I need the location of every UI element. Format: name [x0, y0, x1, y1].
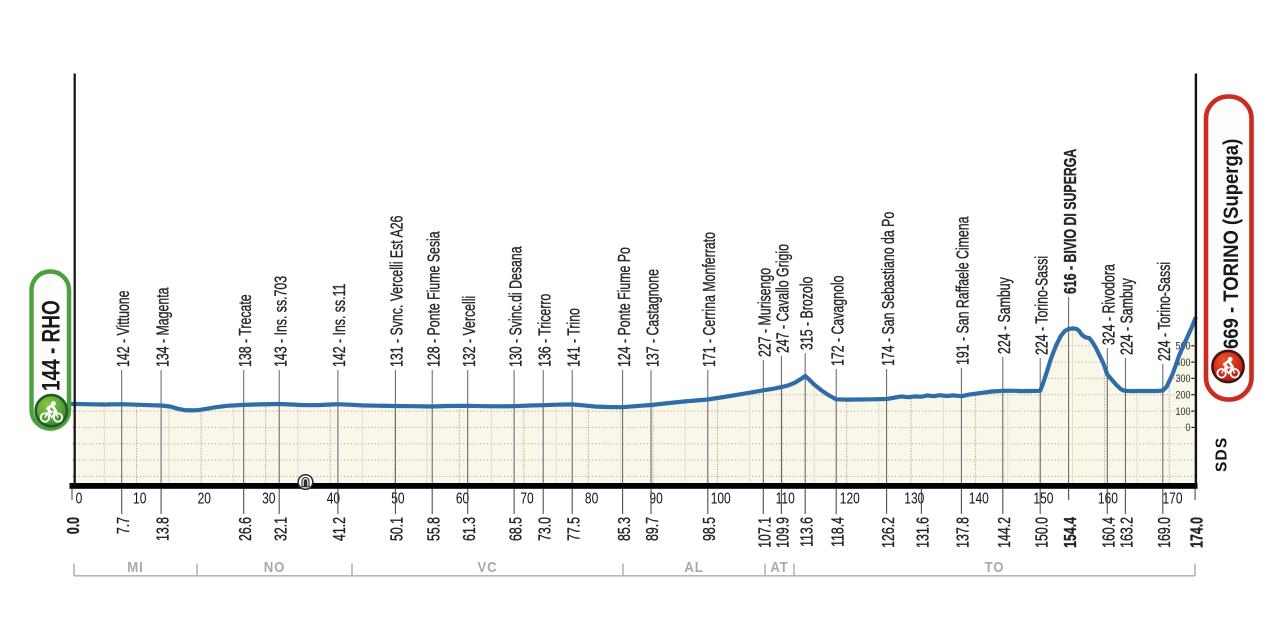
svg-text:0: 0 [76, 489, 83, 507]
svg-text:113.6: 113.6 [797, 517, 817, 547]
svg-text:NO: NO [264, 558, 286, 575]
svg-text:136 - Tricerro: 136 - Tricerro [535, 294, 555, 367]
svg-text:154.4: 154.4 [1061, 517, 1081, 548]
svg-text:124 - Ponte Fiume Po: 124 - Ponte Fiume Po [615, 247, 635, 367]
svg-text:150: 150 [1033, 489, 1053, 507]
svg-text:109.9: 109.9 [774, 517, 794, 548]
svg-text:130 - Svinc.di Desana: 130 - Svinc.di Desana [506, 246, 526, 367]
svg-text:131.6: 131.6 [914, 517, 934, 548]
svg-text:141 - Trino: 141 - Trino [564, 308, 584, 367]
svg-text:85.3: 85.3 [615, 517, 635, 541]
svg-text:61.3: 61.3 [460, 517, 480, 541]
svg-text:171 - Cerrina Monferrato: 171 - Cerrina Monferrato [700, 232, 720, 367]
svg-text:169.0: 169.0 [1155, 517, 1175, 548]
svg-text:132 - Vercelli: 132 - Vercelli [460, 296, 480, 367]
svg-text:224 - Sambuy: 224 - Sambuy [995, 277, 1015, 354]
svg-text:224 - Torino-Sassi: 224 - Torino-Sassi [1155, 262, 1175, 361]
svg-text:137.8: 137.8 [954, 517, 974, 548]
svg-text:669 - TORINO (Superga): 669 - TORINO (Superga) [1220, 139, 1244, 349]
svg-text:30: 30 [262, 489, 275, 507]
svg-text:144.2: 144.2 [995, 517, 1015, 548]
svg-text:142 - Ins. ss.11: 142 - Ins. ss.11 [330, 284, 350, 367]
svg-text:77.5: 77.5 [564, 517, 584, 541]
svg-text:126.2: 126.2 [879, 517, 899, 548]
svg-text:174 - San Sebastiano da Po: 174 - San Sebastiano da Po [879, 212, 899, 366]
svg-text:0.0: 0.0 [64, 517, 84, 534]
svg-text:73.0: 73.0 [535, 517, 555, 541]
svg-text:172 - Cavagnolo: 172 - Cavagnolo [828, 276, 848, 366]
svg-text:160.4: 160.4 [1099, 517, 1119, 548]
svg-text:55.8: 55.8 [424, 517, 444, 541]
svg-text:324 - Rivodora: 324 - Rivodora [1100, 264, 1120, 345]
svg-text:120: 120 [840, 489, 860, 507]
svg-text:107.1: 107.1 [755, 517, 775, 548]
svg-text:150.0: 150.0 [1032, 517, 1052, 548]
svg-text:41.2: 41.2 [330, 517, 350, 541]
svg-text:60: 60 [456, 489, 469, 507]
svg-text:160: 160 [1098, 489, 1118, 507]
svg-text:163.2: 163.2 [1118, 517, 1138, 548]
svg-text:7.7: 7.7 [114, 517, 134, 534]
svg-text:70: 70 [520, 489, 533, 507]
svg-text:AT: AT [770, 558, 788, 575]
svg-text:131 - Svnc. Vercelli Est A26: 131 - Svnc. Vercelli Est A26 [388, 216, 408, 367]
svg-text:AL: AL [684, 558, 703, 575]
svg-text:174.0: 174.0 [1187, 517, 1207, 548]
svg-text:137 - Castagnone: 137 - Castagnone [643, 269, 663, 367]
svg-text:98.5: 98.5 [700, 517, 720, 541]
svg-text:170: 170 [1162, 489, 1182, 507]
svg-text:224 - Sambuy: 224 - Sambuy [1118, 278, 1138, 355]
svg-text:224 - Torino-Sassi: 224 - Torino-Sassi [1032, 256, 1052, 355]
svg-text:68.5: 68.5 [506, 517, 526, 541]
svg-text:40: 40 [327, 489, 340, 507]
svg-text:143 - Ins. ss.703: 143 - Ins. ss.703 [271, 276, 291, 367]
svg-text:26.6: 26.6 [236, 517, 256, 541]
svg-text:300: 300 [1175, 373, 1190, 385]
svg-text:140: 140 [969, 489, 989, 507]
svg-text:130: 130 [904, 489, 924, 507]
svg-text:134 - Magenta: 134 - Magenta [153, 287, 173, 367]
svg-text:13.8: 13.8 [153, 517, 173, 541]
svg-text:200: 200 [1175, 390, 1190, 402]
svg-text:TO: TO [985, 558, 1005, 575]
svg-text:110: 110 [776, 489, 795, 507]
svg-text:138 - Trecate: 138 - Trecate [236, 294, 256, 367]
svg-text:191 - San Raffaele Cimena: 191 - San Raffaele Cimena [954, 216, 974, 365]
svg-text:315 - Brozolo: 315 - Brozolo [797, 277, 817, 350]
svg-text:20: 20 [198, 489, 211, 507]
svg-text:144 - RHO: 144 - RHO [37, 300, 65, 391]
svg-text:100: 100 [1175, 406, 1190, 418]
svg-text:0: 0 [1185, 422, 1190, 434]
svg-text:89.7: 89.7 [643, 517, 663, 541]
svg-text:247 - Cavallo Grigio: 247 - Cavallo Grigio [774, 244, 794, 353]
svg-text:50: 50 [391, 489, 404, 507]
svg-text:80: 80 [585, 489, 598, 507]
svg-text:142 - Vittuone: 142 - Vittuone [114, 290, 134, 367]
svg-text:MI: MI [127, 558, 143, 575]
svg-text:128 - Ponte Fiume Sesia: 128 - Ponte Fiume Sesia [424, 231, 444, 367]
svg-text:90: 90 [649, 489, 662, 507]
svg-text:32.1: 32.1 [271, 517, 291, 541]
svg-text:VC: VC [477, 558, 497, 575]
svg-text:100: 100 [711, 489, 731, 507]
svg-text:50.1: 50.1 [388, 517, 408, 541]
svg-text:10: 10 [133, 489, 146, 507]
svg-text:616 - BIVIO DI SUPERGA: 616 - BIVIO DI SUPERGA [1061, 149, 1081, 294]
svg-text:118.4: 118.4 [828, 517, 848, 547]
svg-text:SDS: SDS [1214, 437, 1231, 472]
svg-text:227 - Murisengo: 227 - Murisengo [756, 268, 776, 357]
